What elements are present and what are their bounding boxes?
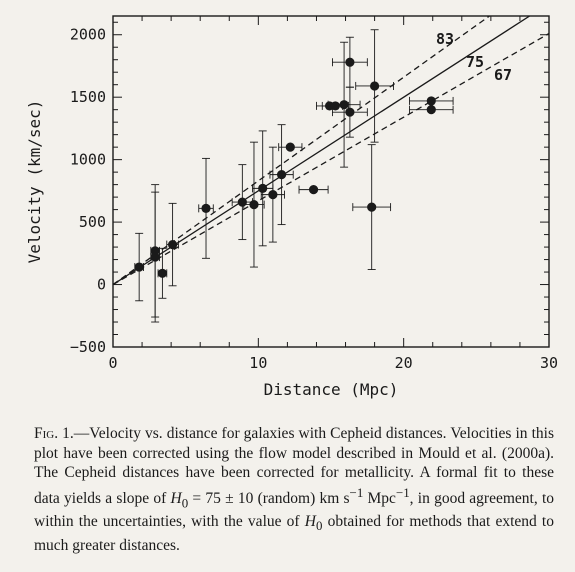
data-point [157, 247, 168, 299]
h0-symbol-2: H [304, 513, 316, 531]
point-marker [367, 202, 377, 212]
x-axis-label: Distance (Mpc) [264, 380, 399, 399]
data-point [355, 29, 394, 143]
data-point [243, 141, 265, 268]
y-tick-label: 1500 [70, 88, 106, 106]
caption-text-4: , in good agreement, to within the uncer… [34, 489, 555, 531]
y-tick-label: −500 [70, 338, 106, 356]
data-point [332, 36, 368, 88]
x-tick-label: 0 [108, 354, 117, 372]
point-marker [345, 57, 355, 67]
data-point [252, 130, 274, 247]
point-marker [426, 96, 436, 106]
point-marker [258, 183, 268, 193]
x-tick-label: 20 [395, 354, 413, 372]
h0-symbol: H [170, 489, 182, 507]
point-marker [150, 252, 160, 262]
figure-caption: Fig. 1.—Velocity vs. distance for galaxi… [34, 424, 554, 555]
y-tick-label: 0 [97, 276, 106, 294]
point-marker [157, 268, 168, 278]
data-point [327, 41, 361, 168]
x-tick-label: 30 [540, 354, 558, 372]
y-axis-label: Velocity (km/sec) [25, 100, 44, 264]
point-marker [201, 203, 211, 213]
point-marker [268, 190, 278, 200]
data-point [352, 144, 392, 271]
h0-subscript: 0 [181, 494, 189, 510]
data-point [231, 164, 253, 241]
fit-line-83 [113, 16, 490, 286]
point-marker [330, 101, 340, 111]
fit-line-75 [113, 16, 530, 286]
data-point [269, 124, 294, 226]
caption-text-2: = 75 ± 10 (random) km s [188, 489, 350, 507]
data-point [166, 202, 179, 287]
caption-text-1: Velocity vs. distance for galaxies with … [34, 425, 554, 507]
data-point [150, 191, 160, 323]
fit-label-67: 67 [494, 66, 512, 84]
point-marker [345, 107, 355, 117]
figure-label: Fig. 1. [34, 425, 74, 442]
y-tick-label: 2000 [70, 26, 106, 44]
caption-text-3: Mpc [363, 489, 396, 507]
caption-text-5: obtained for methods that extend to much… [34, 513, 554, 554]
point-marker [134, 262, 144, 272]
data-point [409, 105, 454, 115]
caption-dash: — [73, 425, 90, 442]
point-marker [167, 239, 178, 250]
data-point [278, 142, 303, 152]
point-marker [308, 185, 319, 195]
point-marker [249, 200, 259, 210]
data-point [332, 86, 368, 138]
plot-frame [112, 15, 550, 348]
data-point [198, 157, 214, 259]
y-tick-label: 1000 [70, 151, 106, 169]
x-tick-label: 10 [249, 354, 267, 372]
data-points [134, 29, 454, 323]
unit-exponent-2: −1 [395, 484, 410, 500]
h0-subscript-2: 0 [315, 518, 323, 534]
y-tick-label: 500 [79, 213, 106, 231]
fit-line-67 [113, 32, 549, 286]
data-point [298, 185, 329, 195]
data-point [134, 232, 144, 302]
point-marker [370, 81, 380, 91]
fit-lines [113, 16, 549, 286]
point-marker [285, 142, 295, 152]
point-marker [276, 170, 287, 180]
data-point [260, 146, 285, 243]
point-marker [426, 105, 436, 115]
fit-label-83: 83 [436, 30, 454, 48]
unit-exponent-1: −1 [349, 484, 364, 500]
point-marker [237, 197, 247, 207]
point-marker [339, 100, 349, 110]
data-point [409, 96, 454, 106]
fit-label-75: 75 [466, 53, 484, 71]
plot-axes [112, 15, 550, 348]
